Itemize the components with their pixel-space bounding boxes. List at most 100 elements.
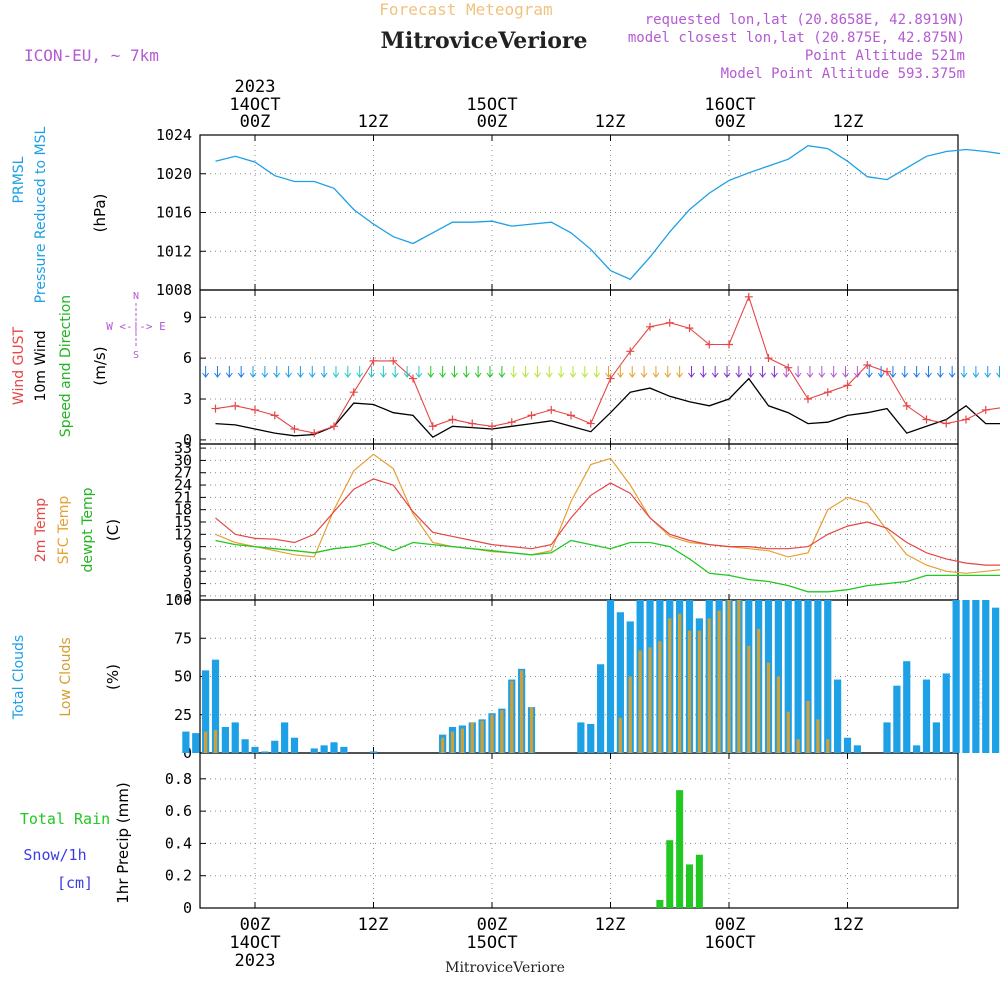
temp-unit: (C): [104, 519, 122, 541]
low-cloud-bar: [213, 730, 218, 753]
low-cloud-bar: [826, 739, 830, 753]
wind-arrow: [379, 366, 387, 378]
wind-arrow: [818, 366, 826, 378]
wind-arrow: [593, 366, 601, 378]
clouds-unit: (%): [104, 664, 122, 690]
dewpt-label: dewpt Temp: [80, 487, 96, 572]
total-cloud-bar: [340, 746, 348, 753]
ytick-label: 0: [183, 899, 192, 917]
wind-arrow: [806, 366, 814, 378]
total-cloud-bar: [962, 600, 970, 753]
ytick-label: 6: [183, 550, 192, 568]
wind-arrow: [581, 366, 589, 378]
wind-arrow: [877, 366, 885, 378]
total-cloud-bar: [922, 679, 931, 753]
low-cloud-bar: [490, 714, 494, 753]
wind-arrow: [522, 366, 529, 378]
low-cloud-bar: [480, 720, 484, 753]
wind-arrow: [782, 366, 790, 378]
low-cloud-bar: [628, 676, 632, 753]
total-cloud-bar: [310, 748, 318, 753]
ytick-label: 0.8: [165, 770, 192, 788]
point-altitude: Point Altitude 521m: [805, 48, 965, 64]
wind-arrow: [699, 366, 707, 378]
t2m-line: [215, 478, 1000, 566]
total-cloud-bar: [942, 673, 950, 753]
gust-marker: [488, 422, 496, 431]
wind-arrow: [403, 366, 411, 378]
model-label: ICON-EU, ~ 7km: [24, 46, 159, 65]
total-cloud-bar: [211, 659, 220, 753]
wind-arrow: [936, 366, 944, 378]
low-cloud-bar: [450, 731, 455, 753]
top-hour-label: 00Z: [240, 112, 271, 132]
gust-marker: [310, 429, 319, 438]
gust-marker: [567, 411, 575, 420]
panel-2: 0 3 6 9: [183, 289, 959, 449]
total-cloud-bar: [587, 723, 595, 753]
ytick-label: 3: [183, 390, 192, 408]
wind-arrow: [984, 366, 992, 378]
gust-marker: [784, 363, 793, 372]
wind-arrow: [972, 366, 980, 378]
bottom-hour-label: 00Z: [715, 915, 746, 935]
low-cloud-bar: [204, 731, 208, 753]
gust-marker: [685, 324, 694, 333]
bottom-hour-label: 00Z: [477, 915, 508, 935]
total-cloud-bar: [913, 745, 921, 753]
wind-dir-label: Speed and Direction: [58, 295, 74, 437]
wind-arrow: [889, 366, 897, 378]
gust-marker: [251, 405, 259, 414]
rain-bar: [695, 854, 703, 908]
wind-arrow: [320, 366, 328, 378]
total-cloud-bar: [616, 612, 624, 753]
total-cloud-bar: [893, 685, 901, 753]
total-cloud-bar: [834, 679, 842, 753]
wind-arrow: [605, 366, 612, 378]
pressure-unit: (hPa): [91, 194, 109, 233]
station-title: MitroviceVeriore: [381, 28, 588, 54]
total-cloud-bar: [804, 600, 812, 753]
wind-arrow: [794, 366, 802, 378]
top-hour-label: 00Z: [715, 112, 746, 132]
ytick-label: 18: [174, 501, 192, 519]
gust-marker: [468, 419, 477, 428]
total-cloud-bar: [192, 733, 200, 753]
low-cloud-bar: [638, 650, 642, 753]
rain-bar: [666, 840, 674, 908]
gust-marker: [863, 360, 872, 369]
wind-arrow: [534, 366, 541, 378]
wind-arrow: [676, 366, 684, 378]
top-hour-label: 00Z: [477, 112, 508, 132]
panel-1: 1008 1012 1016 1020 1024: [156, 126, 959, 299]
closest-coords: model closest lon,lat (20.875E, 42.875N): [628, 30, 965, 46]
wind-unit: (m/s): [91, 346, 109, 385]
wind-arrow: [415, 366, 423, 378]
rain-label: Total Rain: [20, 810, 110, 828]
wind-arrow: [356, 366, 364, 378]
compass-s: S: [133, 350, 139, 361]
wind-arrow: [735, 366, 743, 378]
gust-marker: [527, 411, 536, 420]
total-cloud-bar: [281, 722, 289, 753]
top-day-label: 15OCT: [466, 95, 517, 115]
gust-marker: [823, 388, 832, 397]
total-cloud-bar: [330, 742, 338, 753]
total-clouds-label: Total Clouds: [11, 635, 27, 720]
gust-marker: [843, 381, 852, 390]
total-cloud-bar: [952, 600, 960, 753]
wind-arrow: [439, 366, 447, 378]
ytick-label: 25: [174, 706, 192, 724]
bottom-hour-label: 12Z: [833, 915, 864, 935]
gust-marker: [290, 425, 299, 434]
gust-marker: [448, 415, 457, 424]
panel-frame: [199, 752, 959, 909]
bottom-hour-label: 12Z: [595, 915, 626, 935]
wind-arrow: [771, 366, 778, 378]
bottom-day-label: 14OCT: [229, 933, 280, 953]
wind-arrow: [486, 366, 494, 378]
total-cloud-bar: [241, 739, 249, 753]
low-cloud-bar: [648, 647, 652, 753]
low-cloud-bar: [697, 630, 701, 753]
